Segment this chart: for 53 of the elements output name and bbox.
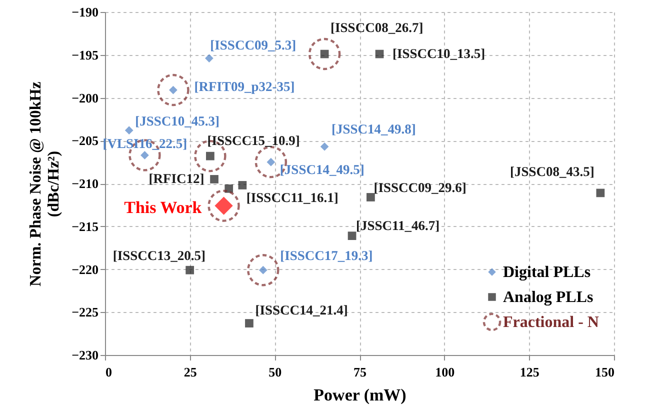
annotation: [ISSCC15_10.9] (207, 133, 300, 148)
x-tick-label: 25 (184, 364, 198, 380)
point (157, 74, 190, 106)
annotation: [ISSCC09_29.6] (374, 180, 466, 196)
annotation: [ISSCC11_16.1] (246, 190, 338, 206)
y-tick-label: −230 (72, 348, 98, 362)
x-tick-label: 100 (435, 364, 455, 380)
point (375, 50, 384, 58)
annotation: [ISSCC09_5.3] (210, 37, 296, 52)
annotation: [RFIC12] (148, 171, 204, 186)
annotation: [ISSCC10_13.5] (392, 46, 486, 62)
y-tick-label: −215 (72, 218, 99, 234)
y-tick-label: −205 (72, 133, 99, 148)
annotation: [ISSCC13_20.5] (112, 248, 206, 264)
y-axis-title: Norm. Phase Noise @ 100kHz (dBc/Hz²) (28, 82, 63, 286)
annotation: [ISSCC14_21.4] (255, 302, 348, 318)
annotation: [ISSCC17_19.3] (280, 248, 373, 264)
point (320, 142, 329, 151)
x-tick-label: 50 (268, 364, 282, 380)
legend-label: Digital PLLs (503, 264, 591, 281)
legend-label: Analog PLLs (503, 289, 594, 306)
point (596, 188, 605, 198)
x-tick-label: 150 (595, 364, 614, 380)
y-tick-label: −220 (72, 262, 98, 277)
point (245, 319, 254, 328)
point (124, 126, 134, 135)
y-tick-label: −210 (72, 176, 98, 191)
x-axis-title: Power (mW) (314, 386, 406, 404)
annotation: [JSSC14_49.5] (280, 162, 364, 178)
point (204, 54, 214, 62)
point (348, 232, 356, 240)
point (208, 190, 240, 222)
annotation: [JSSC10_45.3] (135, 113, 220, 128)
y-tick-label: −195 (72, 47, 99, 62)
point (308, 38, 341, 70)
y-tick-label: −190 (72, 4, 98, 20)
legend-label: Fractional - N (503, 314, 600, 331)
point (210, 175, 218, 184)
point (247, 254, 280, 286)
annotation: [JSSC08_43.5] (510, 164, 594, 179)
annotation: [JSSC11_46.7] (356, 218, 440, 233)
annotation: [RFIT09_p32-35] (194, 79, 295, 94)
x-tick-label: 0 (106, 364, 112, 380)
point (366, 193, 375, 202)
point (238, 181, 247, 190)
x-tick-label: 125 (520, 364, 540, 380)
point (186, 266, 194, 274)
y-tick-label: −225 (72, 304, 99, 320)
y-tick-label: −200 (72, 90, 98, 106)
annotation: This Work (124, 198, 202, 217)
annotation: [ISSCC08_26.7] (330, 20, 424, 36)
annotation: [JSSC14_49.8] (332, 122, 416, 137)
x-tick-label: 75 (354, 364, 367, 380)
